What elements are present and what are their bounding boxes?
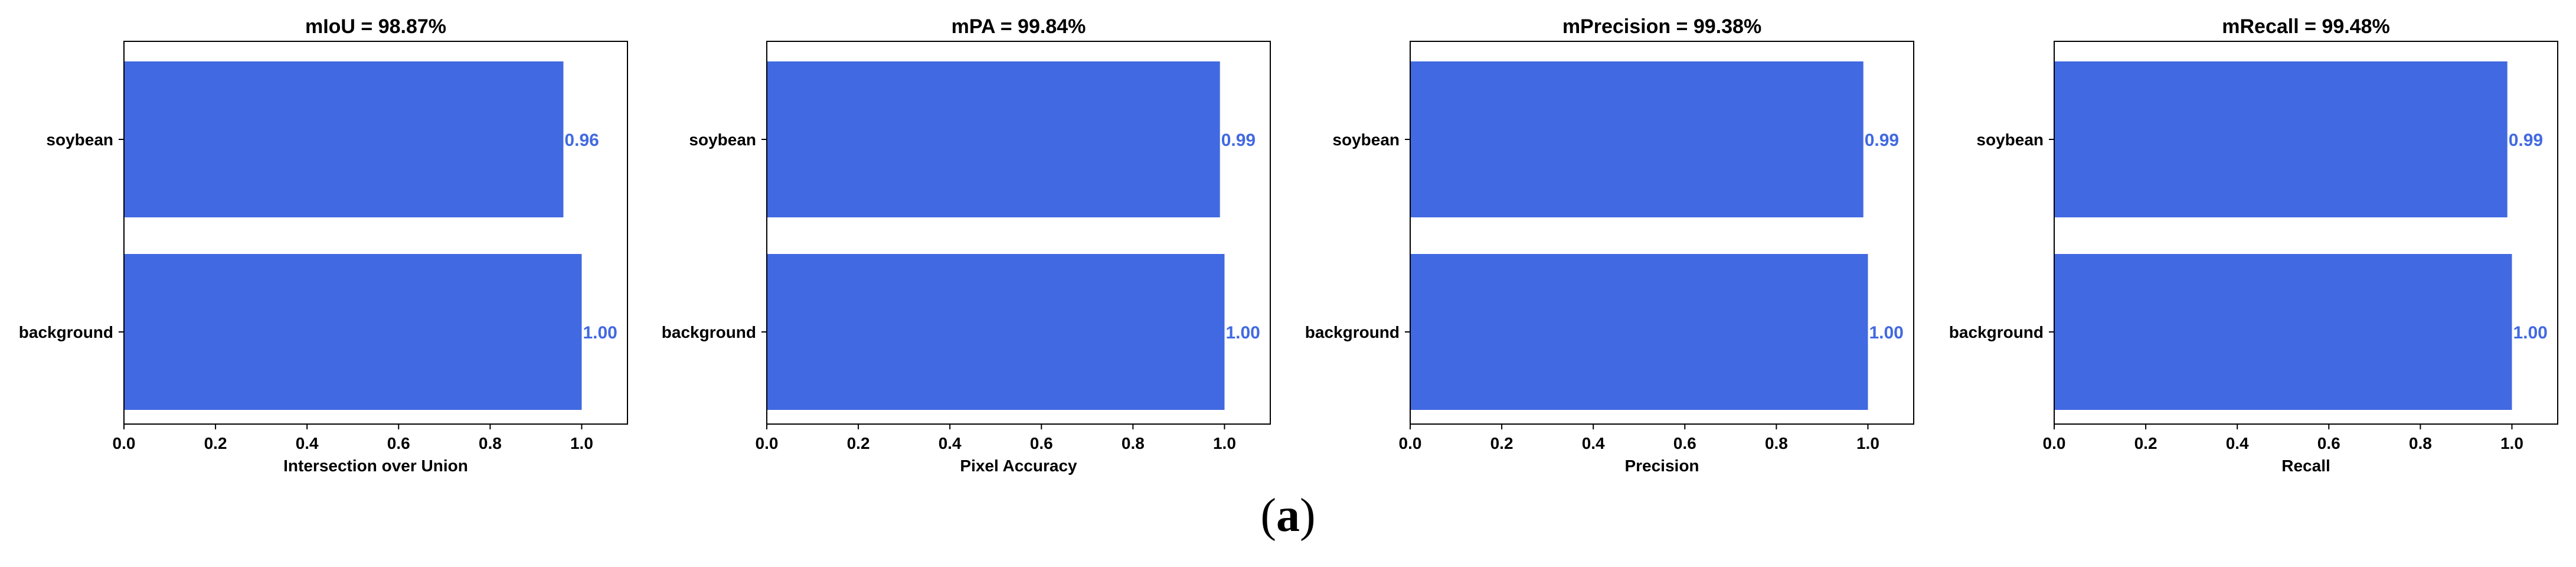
x-tick-label: 0.2 (847, 434, 870, 452)
bar-soybean (124, 61, 564, 217)
chart-title: mPrecision = 99.38% (1562, 15, 1761, 38)
x-tick-label: 0.4 (939, 434, 962, 452)
caption-close: ) (1300, 490, 1316, 542)
chart-panel-2: mPA = 99.84% soybean 0.99 background 1.00 0.0… (662, 15, 1271, 475)
value-label: 0.99 (1221, 131, 1256, 150)
plot-frame (123, 41, 628, 425)
caption-open: ( (1260, 490, 1276, 542)
x-tick-label: 1.0 (2500, 434, 2523, 452)
category-label: background (19, 323, 113, 341)
value-label: 0.96 (564, 131, 599, 150)
value-label: 1.00 (1225, 323, 1260, 343)
chart-panel-4: mRecall = 99.48% soybean 0.99 background 1.0… (1949, 15, 2558, 475)
category-label: soybean (46, 131, 113, 149)
charts-svg: mIoU = 98.87% soybean 0.96 background 1.00 0.… (19, 15, 2558, 475)
chart-panel-1: mIoU = 98.87% soybean 0.96 background 1.00 0.… (19, 15, 628, 475)
category-label: soybean (1976, 131, 2044, 149)
x-tick-label: 0.0 (2043, 434, 2066, 452)
x-axis-label: Recall (2281, 457, 2330, 475)
bar-soybean (2054, 61, 2508, 217)
chart-title: mPA = 99.84% (952, 15, 1086, 38)
x-tick-label: 0.4 (2226, 434, 2249, 452)
x-tick-label: 0.8 (2409, 434, 2432, 452)
bar-background (124, 254, 582, 410)
x-tick-label: 0.0 (113, 434, 136, 452)
x-tick-label: 0.4 (296, 434, 319, 452)
bar-soybean (767, 61, 1220, 217)
x-tick-label: 0.0 (756, 434, 779, 452)
bar-background (2054, 254, 2512, 410)
category-label: soybean (689, 131, 756, 149)
x-tick-label: 0.6 (1030, 434, 1053, 452)
bar-background (1410, 254, 1868, 410)
category-label: background (1305, 323, 1400, 341)
category-label: soybean (1332, 131, 1400, 149)
category-label: background (1949, 323, 2044, 341)
x-axis-label: Precision (1624, 457, 1699, 475)
value-label: 0.99 (2509, 131, 2543, 150)
plot-frame (766, 41, 1271, 425)
value-label: 1.00 (1869, 323, 1903, 343)
plot-frame (1410, 41, 1914, 425)
x-tick-label: 0.6 (1673, 434, 1696, 452)
caption-letter: a (1276, 490, 1300, 542)
x-tick-label: 0.2 (204, 434, 227, 452)
bar-background (767, 254, 1225, 410)
chart-title: mRecall = 99.48% (2222, 15, 2389, 38)
category-label: background (662, 323, 756, 341)
x-tick-label: 0.8 (1765, 434, 1788, 452)
value-label: 1.00 (583, 323, 617, 343)
x-tick-label: 0.0 (1399, 434, 1422, 452)
value-label: 1.00 (2513, 323, 2547, 343)
plot-frame (2054, 41, 2558, 425)
x-tick-label: 0.8 (479, 434, 502, 452)
x-axis-label: Intersection over Union (283, 457, 468, 475)
x-tick-label: 0.6 (2317, 434, 2340, 452)
figure-caption: (a) (0, 489, 2576, 543)
x-tick-label: 1.0 (570, 434, 593, 452)
x-tick-label: 1.0 (1213, 434, 1236, 452)
x-tick-label: 0.4 (1582, 434, 1605, 452)
x-tick-label: 0.8 (1122, 434, 1145, 452)
x-axis-label: Pixel Accuracy (960, 457, 1077, 475)
chart-panel-3: mPrecision = 99.38% soybean 0.99 background… (1305, 15, 1914, 475)
chart-title: mIoU = 98.87% (305, 15, 446, 38)
bar-soybean (1410, 61, 1864, 217)
x-tick-label: 0.6 (387, 434, 410, 452)
x-tick-label: 0.2 (1490, 434, 1513, 452)
x-tick-label: 1.0 (1856, 434, 1879, 452)
x-tick-label: 0.2 (2134, 434, 2157, 452)
value-label: 0.99 (1865, 131, 1899, 150)
